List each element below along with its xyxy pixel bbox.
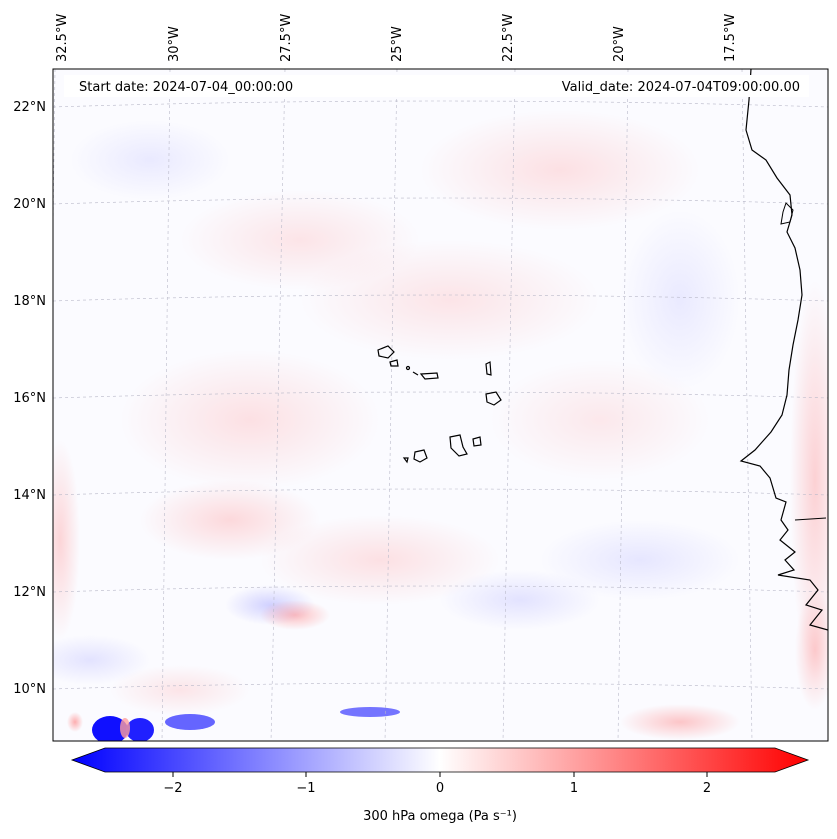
coastline-inlet (780, 202, 794, 225)
omega-field (53, 69, 828, 741)
map-frame (52, 68, 829, 742)
longitude-labels: 32.5°W 30°W 27.5°W 25°W 22.5°W 20°W 17.5… (55, 14, 738, 62)
colorbar: −2 −1 0 1 2 300 hPa omega (Pa s⁻¹) (70, 747, 810, 824)
colorbar-label: 300 hPa omega (Pa s⁻¹) (363, 809, 517, 824)
colorbar-tick-label: −2 (163, 781, 182, 796)
colorbar-tick-label: 0 (436, 781, 444, 796)
lon-label: 30°W (167, 26, 182, 62)
river-gambia (794, 517, 827, 521)
lat-label: 22°N (13, 100, 46, 115)
colorbar-gradient (70, 747, 810, 773)
lon-label: 22.5°W (501, 14, 516, 62)
lon-label: 17.5°W (723, 14, 738, 62)
colorbar-tick-label: −1 (296, 781, 315, 796)
lat-label: 18°N (13, 294, 46, 309)
colorbar-ticks (172, 772, 708, 777)
colorbar-tick-label: 2 (703, 781, 711, 796)
lon-label: 25°W (390, 26, 405, 62)
lat-label: 20°N (13, 197, 46, 212)
lat-label: 16°N (13, 391, 46, 406)
cape-verde-islands (377, 345, 502, 464)
lat-label: 10°N (13, 682, 46, 697)
lat-label: 14°N (13, 488, 46, 503)
latitude-labels: 22°N 20°N 18°N 16°N 14°N 12°N 10°N (13, 100, 46, 697)
lon-label: 27.5°W (279, 14, 294, 62)
lon-label: 32.5°W (55, 14, 70, 62)
colorbar-tick-label: 1 (570, 781, 578, 796)
lat-label: 12°N (13, 585, 46, 600)
date-banner (64, 75, 809, 97)
graticule (53, 69, 828, 741)
coastline (739, 69, 828, 631)
lon-label: 20°W (612, 26, 627, 62)
start-date-label: Start date: 2024-07-04_00:00:00 (79, 80, 293, 95)
valid-date-label: Valid_date: 2024-07-04T09:00:00.00 (562, 80, 800, 95)
